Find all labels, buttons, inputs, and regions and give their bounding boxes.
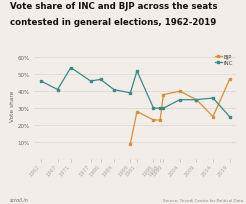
Line: BJP: BJP: [129, 79, 231, 145]
INC: [69, 67, 72, 69]
BJP: [178, 91, 181, 93]
Line: INC: INC: [40, 67, 231, 118]
Y-axis label: Vote share: Vote share: [10, 90, 15, 122]
Text: contested in general elections, 1962-2019: contested in general elections, 1962-201…: [10, 18, 216, 27]
INC: [99, 79, 102, 81]
Text: Vote share of INC and BJP across the seats: Vote share of INC and BJP across the sea…: [10, 2, 217, 11]
INC: [112, 89, 115, 91]
BJP: [162, 94, 165, 96]
INC: [159, 107, 162, 110]
INC: [212, 97, 215, 100]
INC: [228, 116, 231, 118]
Legend: BJP, INC: BJP, INC: [215, 54, 233, 66]
INC: [89, 80, 92, 83]
BJP: [129, 143, 132, 145]
INC: [56, 89, 59, 91]
INC: [40, 80, 43, 83]
INC: [195, 99, 198, 101]
BJP: [136, 111, 138, 113]
BJP: [212, 116, 215, 118]
BJP: [159, 119, 162, 122]
INC: [136, 70, 138, 73]
INC: [178, 99, 181, 101]
Text: Source: Trivedi Centre for Political Data: Source: Trivedi Centre for Political Dat…: [163, 198, 244, 202]
Text: scroll.in: scroll.in: [10, 197, 29, 202]
BJP: [152, 119, 155, 122]
BJP: [195, 99, 198, 101]
INC: [152, 107, 155, 110]
BJP: [228, 79, 231, 81]
INC: [162, 107, 165, 110]
INC: [129, 92, 132, 95]
